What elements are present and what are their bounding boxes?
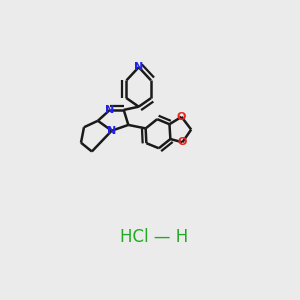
Text: N: N <box>105 105 115 115</box>
Text: N: N <box>107 126 116 136</box>
Text: O: O <box>177 112 186 122</box>
Text: N: N <box>134 62 143 72</box>
Text: HCl — H: HCl — H <box>120 228 188 246</box>
Text: O: O <box>178 137 187 147</box>
